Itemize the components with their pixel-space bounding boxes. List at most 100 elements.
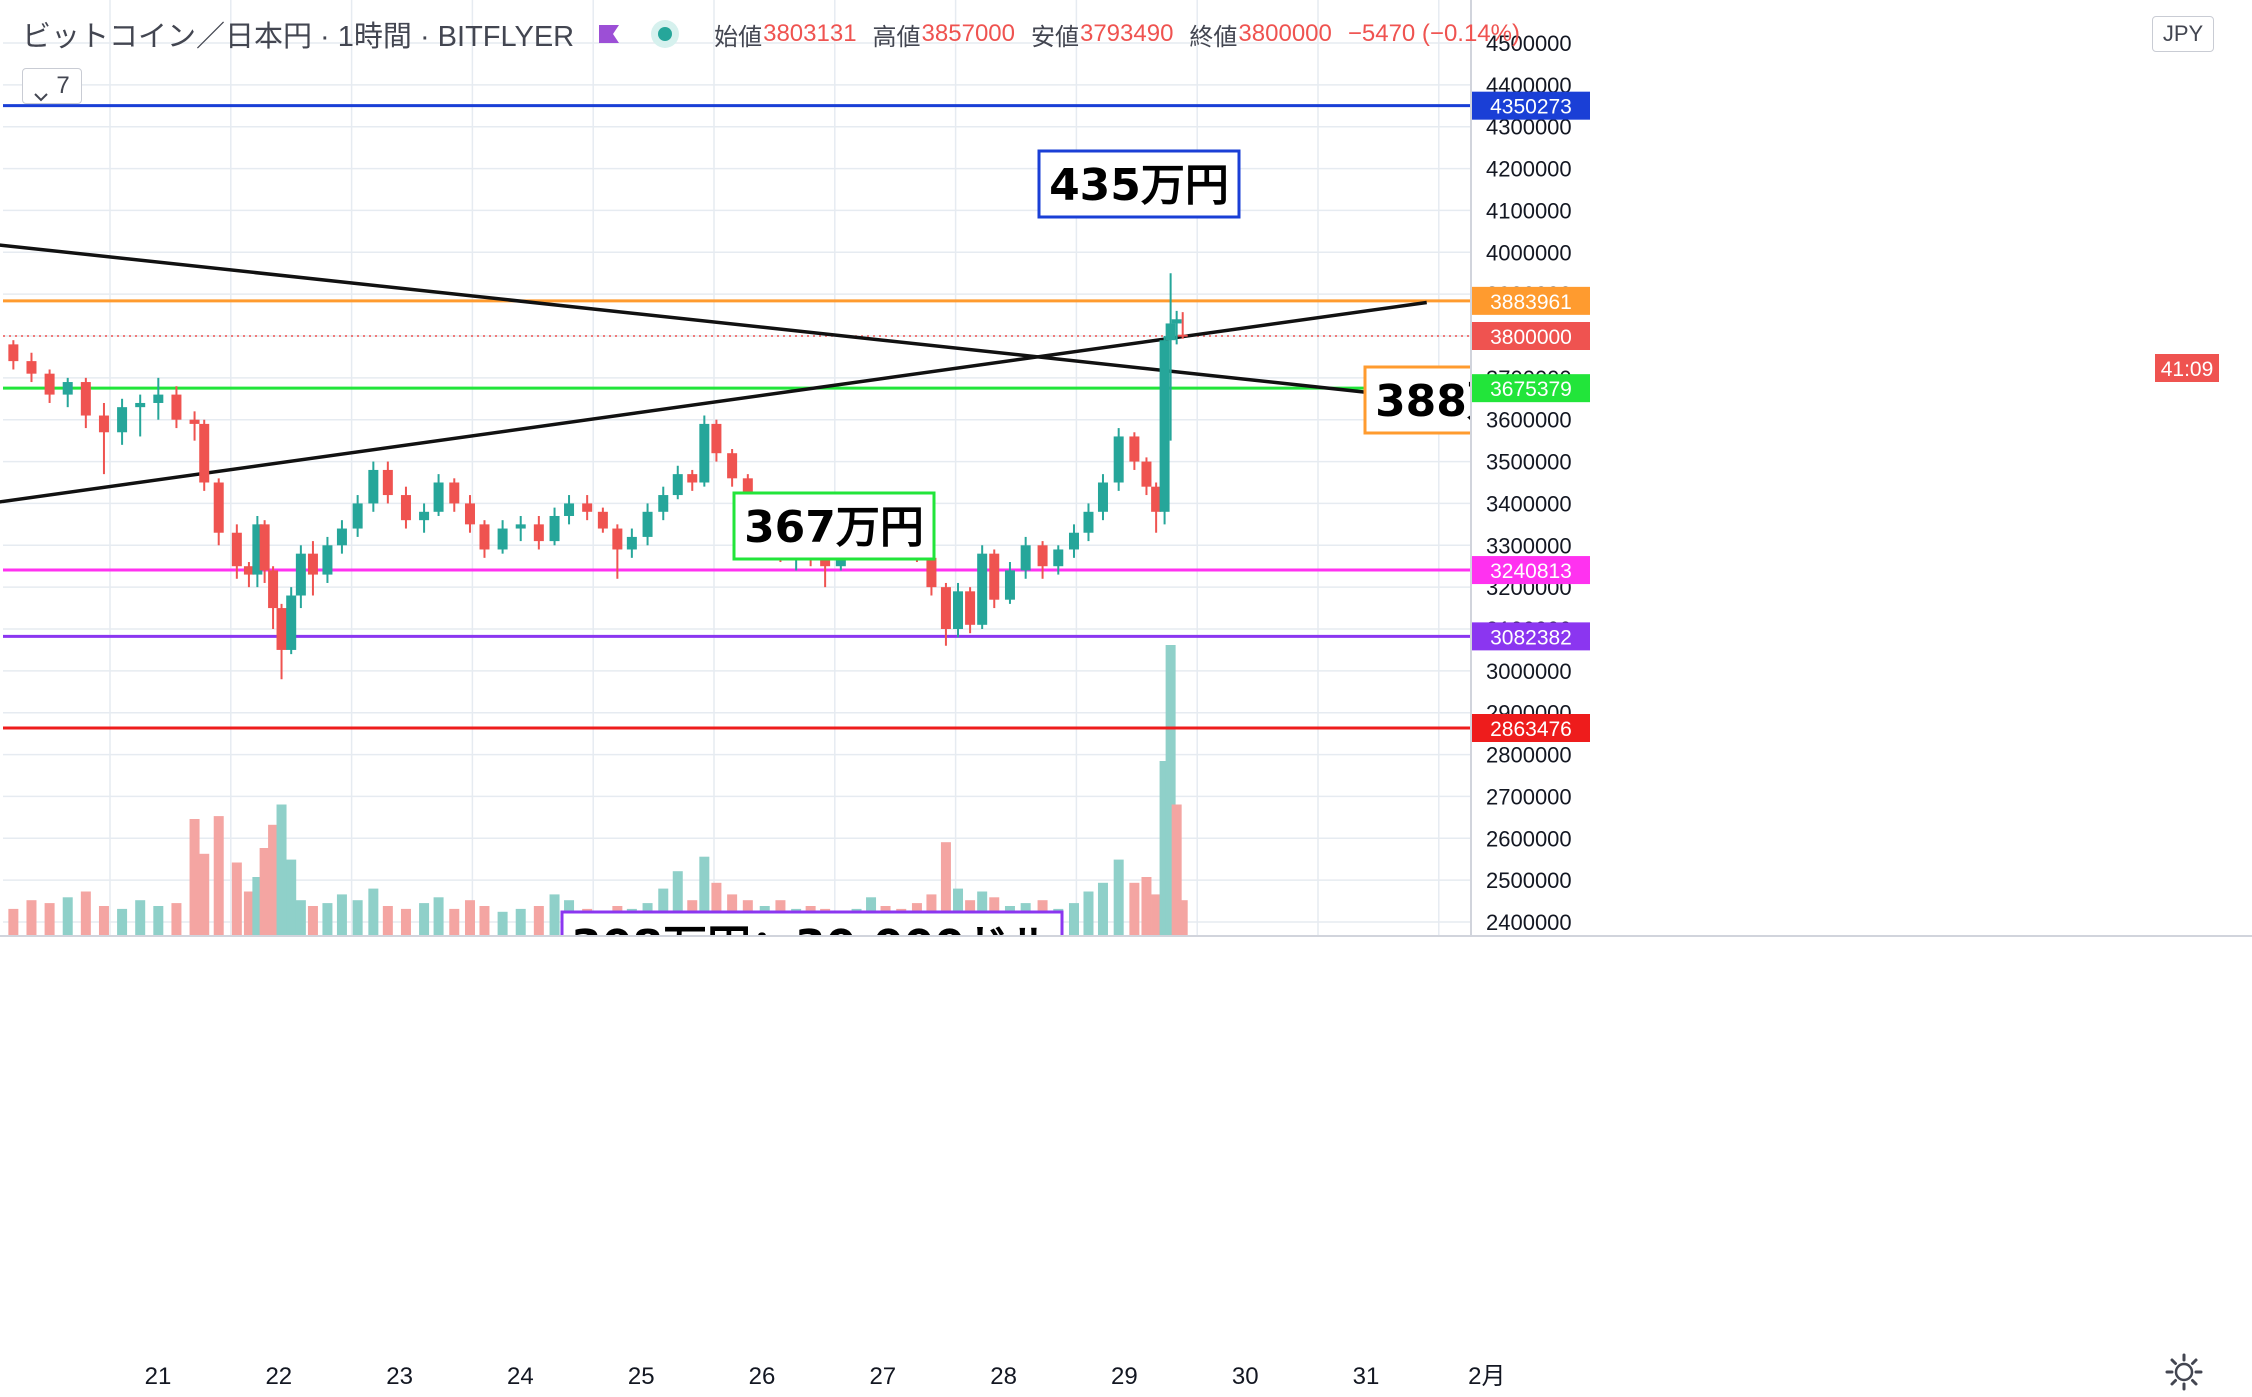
- level-price-badge-label: 3082382: [1490, 626, 1572, 649]
- candle-body: [1020, 545, 1031, 571]
- volume-bar: [1159, 761, 1170, 935]
- candle-body: [322, 545, 333, 575]
- candle-body: [189, 419, 200, 424]
- candle-body: [977, 553, 988, 625]
- time-axis-tick-label: 27: [869, 1363, 896, 1390]
- candle-body: [479, 524, 490, 550]
- countdown-label: 41:09: [2161, 358, 2214, 381]
- price-axis-tick-label: 2400000: [1486, 910, 1572, 935]
- price-axis-bg: [1471, 0, 2252, 1396]
- volume-bar: [62, 897, 73, 935]
- time-axis-tick-label: 26: [749, 1363, 776, 1390]
- candle-body: [231, 532, 242, 567]
- volume-bar: [307, 906, 318, 935]
- symbol-title[interactable]: ビットコイン／日本円 · 1時間 · BITFLYER: [22, 21, 575, 53]
- volume-bar: [433, 897, 444, 935]
- candle-body: [8, 344, 19, 362]
- candle-body: [1083, 511, 1094, 533]
- candle-body: [1097, 482, 1108, 512]
- bookmark-flag-icon[interactable]: [598, 25, 620, 43]
- time-axis-tick-label: 30: [1232, 1363, 1259, 1390]
- candle-body: [612, 528, 623, 550]
- volume-bar: [259, 848, 270, 935]
- volume-bar: [213, 816, 224, 935]
- price-axis-tick-label: 4000000: [1486, 240, 1572, 265]
- candle-body: [1129, 436, 1140, 462]
- volume-bar: [419, 903, 430, 935]
- volume-bar: [352, 900, 363, 935]
- time-axis-tick-label: 21: [145, 1363, 172, 1390]
- currency-button[interactable]: JPY: [2152, 16, 2214, 52]
- candle-body: [213, 482, 224, 533]
- level-price-badge-label: 3675379: [1490, 378, 1572, 401]
- candle-body: [243, 566, 254, 575]
- candle-body: [597, 511, 608, 529]
- candle-body: [419, 511, 430, 521]
- volume-bar: [98, 906, 109, 935]
- volume-bar: [295, 900, 306, 935]
- volume-bar: [672, 871, 683, 935]
- candle-body: [171, 394, 182, 420]
- candle-body: [672, 474, 683, 496]
- candle-body: [1165, 323, 1176, 341]
- candle-body: [449, 482, 460, 504]
- candle-body: [1068, 532, 1079, 550]
- candle-body: [153, 394, 164, 403]
- price-axis-tick-label: 3000000: [1486, 659, 1572, 684]
- volume-bar: [231, 862, 242, 935]
- candle-body: [336, 528, 347, 546]
- candle-body: [642, 511, 653, 537]
- candle-body: [953, 591, 964, 629]
- candle-body: [276, 608, 287, 650]
- level-price-badge: [1472, 556, 1590, 585]
- price-axis-tick-label: 2500000: [1486, 868, 1572, 893]
- level-price-badge: [1472, 714, 1590, 743]
- trendline[interactable]: [0, 243, 1427, 401]
- candle-body: [989, 553, 1000, 600]
- volume-bar: [1141, 877, 1152, 935]
- volume-bar: [368, 888, 379, 935]
- price-axis-tick-label: 2800000: [1486, 743, 1572, 768]
- candle-body: [1004, 570, 1015, 600]
- price-axis-tick-label: 3400000: [1486, 491, 1572, 516]
- low-value: 3793490: [1079, 20, 1174, 47]
- candle-body: [687, 474, 698, 483]
- candle-body: [582, 503, 593, 512]
- volume-bar: [549, 894, 560, 935]
- volume-bar: [1171, 804, 1182, 935]
- volume-bar: [1129, 882, 1140, 935]
- candle-body: [44, 373, 55, 395]
- candle-body: [117, 407, 128, 433]
- volume-bar: [336, 894, 347, 935]
- candle-body: [295, 553, 306, 596]
- gear-icon[interactable]: [2164, 1352, 2204, 1392]
- volume-bar: [322, 903, 333, 935]
- candle-body: [1037, 545, 1048, 567]
- candle-body: [1177, 334, 1188, 337]
- volume-bar: [699, 856, 710, 935]
- candle-body: [259, 524, 270, 571]
- level-callout-label: 435万円: [1049, 160, 1229, 211]
- candle-body: [497, 528, 508, 550]
- volume-bar: [479, 906, 490, 935]
- countdown-badge: [2155, 354, 2219, 382]
- current-price-badge: [1472, 322, 1590, 350]
- volume-bar: [1083, 891, 1094, 935]
- candle-body: [98, 415, 109, 433]
- candle-body: [26, 361, 37, 374]
- candle-body: [352, 503, 363, 529]
- volume-bar: [252, 877, 263, 935]
- open-value: 3803131: [763, 20, 857, 47]
- candle-body: [62, 382, 73, 395]
- candle-body: [307, 553, 318, 575]
- candle-body: [820, 557, 831, 567]
- candle-body: [268, 570, 279, 609]
- candle-body: [199, 423, 210, 483]
- indicator-toggle-button[interactable]: 7: [22, 68, 82, 104]
- candle-body: [564, 503, 575, 516]
- candle-body: [400, 495, 411, 521]
- level-price-badge-label: 2863476: [1490, 718, 1572, 741]
- volume-bar: [171, 903, 182, 935]
- close-value: 3800000: [1238, 20, 1332, 47]
